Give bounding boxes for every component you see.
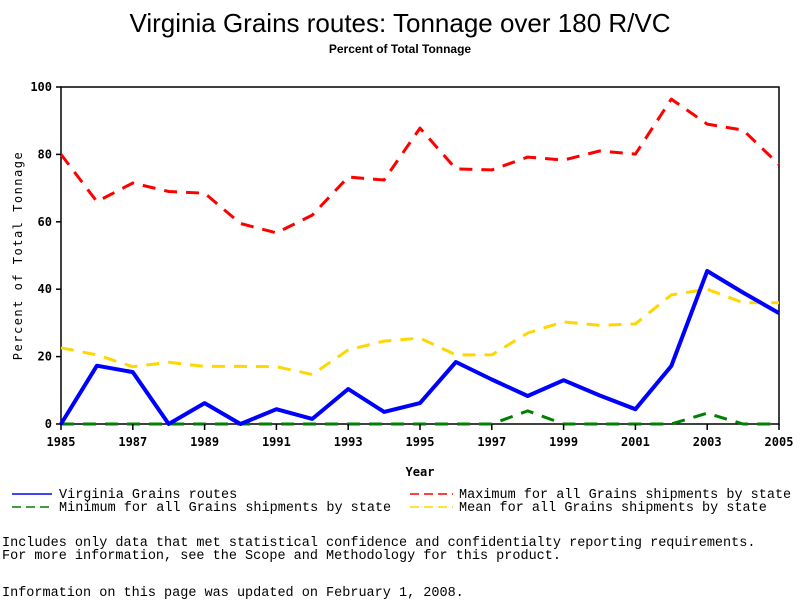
plot-area <box>60 86 780 425</box>
legend-item-minimum: Minimum for all Grains shipments by stat… <box>12 501 391 516</box>
y-tick-label: 20 <box>38 350 52 364</box>
series-line-mean <box>60 287 779 376</box>
x-tick-label: 2005 <box>765 435 794 449</box>
legend-label-mean: Mean for all Grains shipments by state <box>459 501 767 516</box>
x-axis-label: Year <box>406 465 435 479</box>
x-tick-label: 1993 <box>334 435 363 449</box>
y-axis-label: Percent of Total Tonnage <box>11 151 25 360</box>
x-tick-label: 1985 <box>47 435 76 449</box>
x-tick-label: 1987 <box>118 435 147 449</box>
chart-title: Virginia Grains routes: Tonnage over 180… <box>129 8 670 38</box>
x-tick-label: 1991 <box>262 435 291 449</box>
x-tick-label: 1999 <box>549 435 578 449</box>
plot-frame <box>60 86 780 425</box>
x-tick-label: 1995 <box>406 435 435 449</box>
x-axis: 1985 1987 1989 1991 1993 1995 1997 1999 2001 2003… <box>47 424 794 449</box>
note-methodology: For more information, see the Scope and … <box>2 549 561 564</box>
y-axis: 0 20 40 60 80 100 <box>30 80 61 431</box>
series-line-maximum <box>59 97 781 235</box>
series-layer <box>59 97 781 426</box>
legend-label-virginia: Virginia Grains routes <box>59 488 237 503</box>
y-tick-label: 60 <box>38 215 52 229</box>
y-tick-label: 80 <box>38 147 52 161</box>
legend: Virginia Grains routes Maximum for all G… <box>12 488 791 516</box>
x-tick-label: 2003 <box>693 435 722 449</box>
y-tick-label: 0 <box>45 417 52 431</box>
y-tick-label: 100 <box>30 80 52 94</box>
x-tick-label: 1989 <box>190 435 219 449</box>
legend-label-maximum: Maximum for all Grains shipments by stat… <box>459 488 791 503</box>
x-tick-label: 1997 <box>477 435 506 449</box>
chart-subtitle: Percent of Total Tonnage <box>329 42 472 56</box>
legend-item-virginia: Virginia Grains routes <box>12 488 237 503</box>
legend-item-maximum: Maximum for all Grains shipments by stat… <box>410 488 791 503</box>
legend-label-minimum: Minimum for all Grains shipments by stat… <box>59 501 391 516</box>
note-confidence: Includes only data that met statistical … <box>2 536 756 551</box>
series-line-virginia <box>59 269 780 426</box>
legend-item-mean: Mean for all Grains shipments by state <box>410 501 767 516</box>
y-tick-label: 40 <box>38 282 52 296</box>
x-tick-label: 2001 <box>621 435 650 449</box>
note-updated: Information on this page was updated on … <box>2 586 464 601</box>
line-chart: Virginia Grains routes: Tonnage over 180… <box>11 8 794 516</box>
